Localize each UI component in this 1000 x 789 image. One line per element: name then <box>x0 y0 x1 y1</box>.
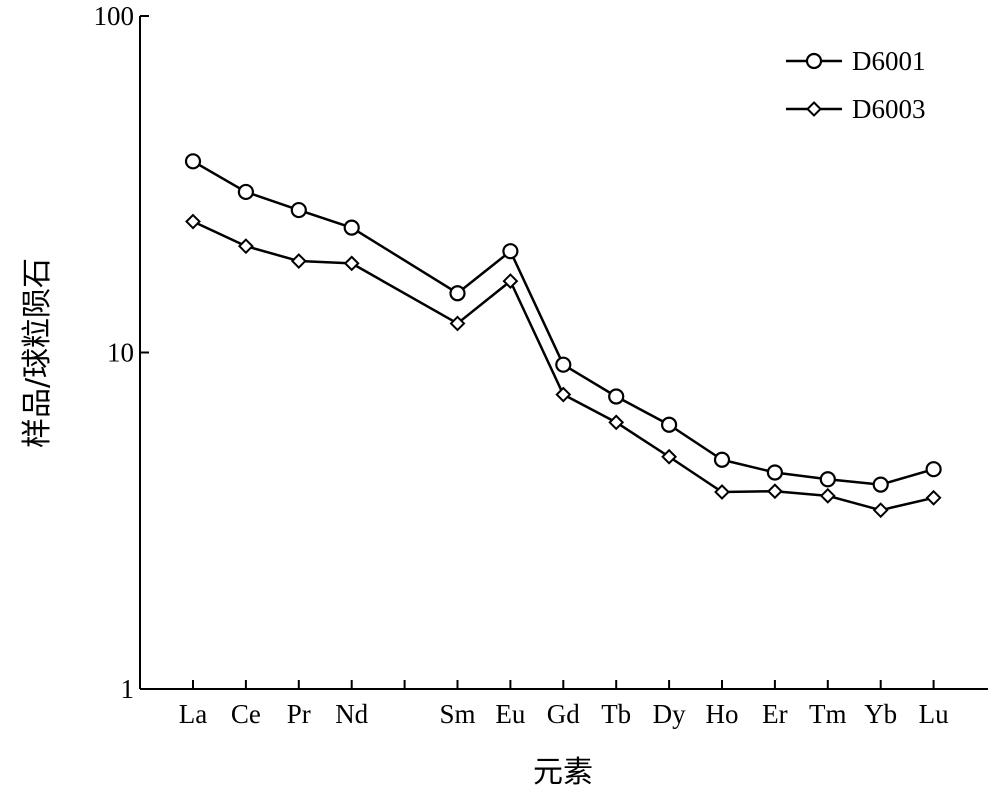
x-tick-label-tb: Tb <box>601 699 631 729</box>
data-point-d6003-lu <box>925 489 942 506</box>
data-point-d6003-la <box>185 213 201 230</box>
x-tick-label-ce: Ce <box>231 699 261 729</box>
data-point-d6001-ce <box>237 183 254 201</box>
x-tick-label-la: La <box>179 699 207 729</box>
legend-item-d6003: D6003 <box>786 94 926 124</box>
x-tick-label-yb: Yb <box>864 699 897 729</box>
data-point-d6001-tb <box>608 388 625 405</box>
series-d6003 <box>185 213 942 519</box>
legend: D6001 D6003 <box>786 46 926 124</box>
legend-label: D6003 <box>852 94 926 124</box>
y-tick-label: 10 <box>107 338 134 368</box>
y-tick-label: 100 <box>94 1 135 31</box>
legend-marker-diamond <box>806 101 822 117</box>
data-point-d6003-dy <box>661 448 678 465</box>
data-point-d6003-tb <box>608 414 625 431</box>
y-axis-ticks: 1 10 100 <box>94 1 149 704</box>
data-point-d6001-la <box>184 153 202 170</box>
data-point-d6001-dy <box>660 416 678 433</box>
x-tick-label-gd: Gd <box>547 699 580 729</box>
data-point-d6001-er <box>766 464 784 481</box>
data-point-d6001-lu <box>925 461 942 478</box>
series-line-d6003 <box>192 220 934 512</box>
data-point-d6001-eu <box>502 243 519 260</box>
data-point-d6003-pr <box>290 253 307 269</box>
data-point-d6003-gd <box>555 386 572 403</box>
x-tick-label-nd: Nd <box>335 699 368 729</box>
data-point-d6003-ho <box>714 484 730 500</box>
series-layer <box>184 153 942 519</box>
y-tick-label: 1 <box>121 674 135 704</box>
x-tick-label-ho: Ho <box>706 699 739 729</box>
x-axis-ticks: La Ce Pr Nd Sm Eu Gd Tb Dy Ho Er Tm Yb Lu <box>179 680 949 729</box>
data-point-d6001-yb <box>872 476 889 493</box>
data-point-d6003-nd <box>343 255 360 272</box>
data-point-d6001-nd <box>343 219 360 236</box>
legend-item-d6001: D6001 <box>786 46 926 76</box>
data-point-d6001-tm <box>819 471 836 488</box>
x-tick-label-lu: Lu <box>919 699 949 729</box>
x-axis-title: 元素 <box>533 755 593 789</box>
x-tick-label-pr: Pr <box>287 699 311 729</box>
data-point-d6001-gd <box>555 356 572 373</box>
series-d6001 <box>184 153 942 493</box>
x-tick-label-er: Er <box>762 699 787 729</box>
data-point-d6001-sm <box>449 285 466 302</box>
data-point-d6003-ce <box>237 238 254 255</box>
data-point-d6001-ho <box>713 451 731 468</box>
data-point-d6003-eu <box>502 273 519 290</box>
x-tick-label-eu: Eu <box>495 699 525 729</box>
y-axis-title: 样品/球粒陨石 <box>20 258 55 448</box>
legend-label: D6001 <box>852 46 926 76</box>
x-tick-label-sm: Sm <box>439 699 475 729</box>
data-point-d6003-tm <box>819 487 836 504</box>
data-point-d6003-yb <box>872 502 889 519</box>
x-tick-label-tm: Tm <box>809 699 847 729</box>
x-tick-label-dy: Dy <box>653 699 686 729</box>
data-point-d6003-er <box>766 483 783 500</box>
data-point-d6001-pr <box>290 201 307 219</box>
legend-marker-circle <box>805 52 823 70</box>
data-point-d6003-sm <box>449 315 466 332</box>
series-line-d6001 <box>192 160 934 486</box>
